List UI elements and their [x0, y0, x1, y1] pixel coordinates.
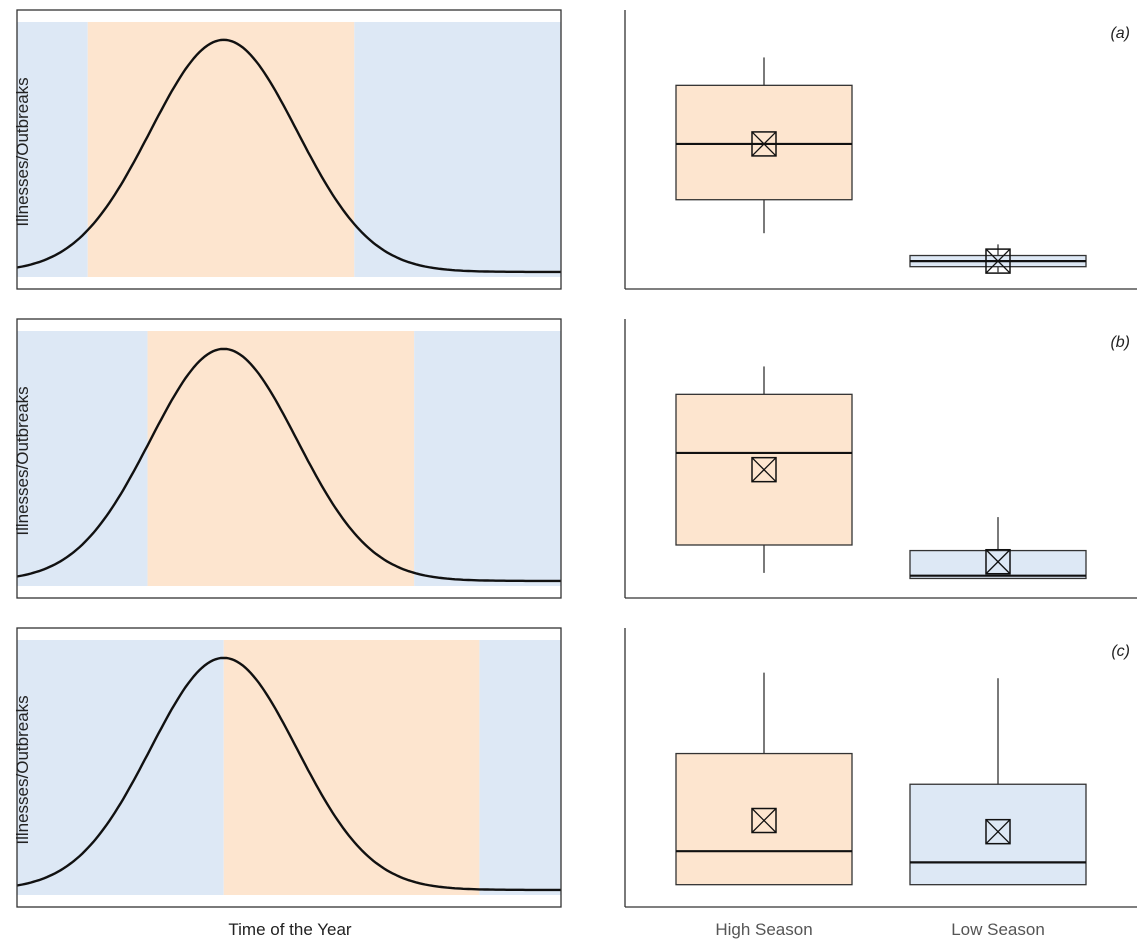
y-axis-label-b: Illnesses/Outbreaks [13, 386, 32, 535]
mean-marker-low-season-b [985, 548, 1011, 575]
line-panel-b [16, 318, 562, 599]
high-season-band-c [223, 640, 480, 895]
line-panel-frame-b [16, 318, 562, 599]
illness-curve-c [16, 656, 561, 892]
mean-marker-high-season-c [751, 807, 777, 834]
box-high-season-a [675, 84, 853, 201]
panel-label-a: (a) [1110, 25, 1130, 42]
y-axis-label-a: Illnesses/Outbreaks [13, 77, 32, 226]
x-axis-label: Time of the Year [228, 920, 352, 939]
high-season-band-a [87, 22, 355, 277]
low-season-band-left-a [17, 22, 88, 277]
box-panel-a [624, 10, 1137, 290]
mean-marker-low-season-c [985, 818, 1011, 845]
category-label-low-season: Low Season [951, 920, 1045, 939]
illness-curve-a [16, 38, 561, 274]
panel-label-c: (c) [1111, 643, 1130, 660]
box-low-season-c [909, 783, 1087, 886]
panel-label-b: (b) [1110, 334, 1130, 351]
mean-marker-cross [751, 808, 777, 833]
low-season-band-right-b [414, 331, 561, 586]
mean-marker-high-season-a [751, 131, 777, 157]
box-panel-c [624, 628, 1137, 908]
box-high-season-c [675, 752, 853, 886]
mean-marker-cross [751, 131, 777, 157]
mean-marker-cross [751, 457, 777, 483]
mean-marker-square [751, 131, 777, 157]
mean-marker-high-season-b [751, 456, 777, 483]
mean-marker-square [751, 456, 777, 483]
line-panel-frame-a [16, 9, 562, 290]
mean-marker-square [985, 548, 1011, 575]
mean-marker-cross [985, 248, 1011, 274]
line-panel-c [16, 627, 562, 908]
mean-marker-low-season-a [985, 248, 1011, 274]
low-season-band-left-b [17, 331, 148, 586]
mean-marker-square [985, 818, 1011, 845]
mean-marker-square [751, 807, 777, 834]
low-season-band-right-c [479, 640, 561, 895]
high-season-band-b [147, 331, 415, 586]
mean-marker-square [985, 248, 1011, 274]
panels [16, 9, 1137, 908]
line-panel-frame-c [16, 627, 562, 908]
mean-marker-cross [985, 819, 1011, 845]
illness-curve-b [16, 347, 561, 583]
line-panel-a [16, 9, 562, 290]
mean-marker-cross [985, 549, 1011, 575]
y-axis-label-c: Illnesses/Outbreaks [13, 695, 32, 844]
box-panel-b [624, 319, 1137, 599]
low-season-band-right-a [354, 22, 561, 277]
category-label-high-season: High Season [715, 920, 812, 939]
